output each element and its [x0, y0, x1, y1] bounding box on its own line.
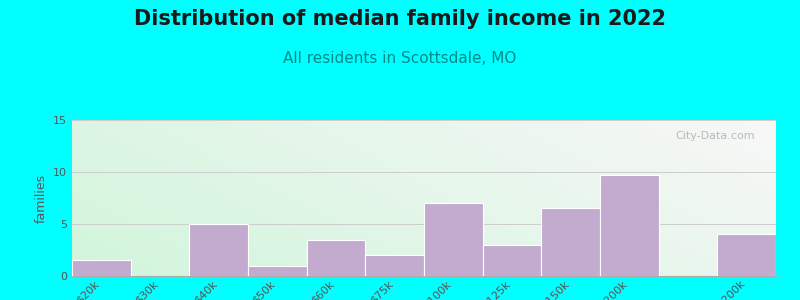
Y-axis label: families: families	[34, 173, 47, 223]
Bar	[542, 208, 600, 276]
Bar	[718, 234, 776, 276]
Bar	[600, 175, 658, 276]
Text: All residents in Scottsdale, MO: All residents in Scottsdale, MO	[283, 51, 517, 66]
Text: Distribution of median family income in 2022: Distribution of median family income in …	[134, 9, 666, 29]
Text: City-Data.com: City-Data.com	[675, 131, 755, 141]
Bar	[248, 266, 306, 276]
Bar	[190, 224, 248, 276]
Bar	[72, 260, 130, 276]
Bar	[482, 245, 542, 276]
Bar	[366, 255, 424, 276]
Bar	[306, 240, 366, 276]
Bar	[424, 203, 482, 276]
